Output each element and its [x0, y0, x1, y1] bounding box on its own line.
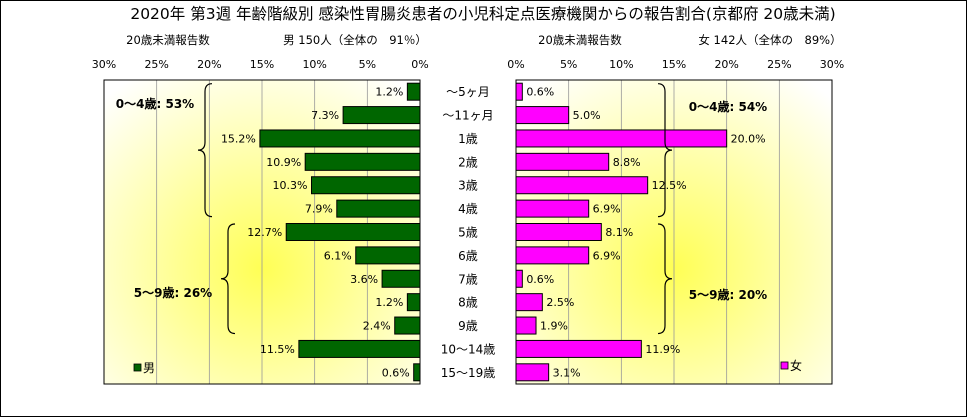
data-label-female: 20.0% — [731, 132, 766, 145]
bar-male — [381, 269, 421, 288]
category-label: 1歳 — [458, 132, 478, 146]
header-left-male-total: 男 150人（全体の 91％） — [283, 33, 427, 47]
bracket-left-5-9 — [220, 223, 236, 335]
category-label: ～11ヶ月 — [442, 109, 493, 123]
chart-title: 2020年 第3週 年齢階級別 感染性胃腸炎患者の小児科定点医療機関からの報告割… — [130, 5, 835, 23]
data-label-male: 1.2% — [375, 296, 403, 309]
bar-male — [336, 199, 421, 218]
bar-female — [515, 106, 570, 125]
bar-female — [515, 176, 649, 195]
data-label-female: 12.5% — [652, 179, 687, 192]
bar-male — [285, 223, 421, 241]
x-tick-label-left: 5% — [359, 58, 376, 71]
bar-female — [515, 152, 610, 171]
bar-male — [311, 176, 421, 195]
legend-swatch-female — [780, 361, 789, 370]
bar-female — [515, 246, 590, 265]
data-label-male: 6.1% — [324, 249, 352, 262]
bar-male — [406, 82, 421, 101]
legend-label-male: 男 — [143, 361, 155, 375]
data-label-female: 0.6% — [526, 86, 554, 99]
bar-male — [342, 106, 421, 125]
x-tick-label-right: 30% — [820, 58, 844, 71]
bar-female — [515, 199, 590, 218]
data-label-male: 3.6% — [350, 273, 378, 286]
data-label-male: 12.7% — [247, 226, 282, 239]
bar-male — [355, 246, 421, 265]
bar-female — [515, 363, 550, 382]
x-tick-label-left: 20% — [197, 58, 221, 71]
bar-female — [515, 339, 642, 358]
category-label: ～5ヶ月 — [446, 85, 490, 99]
bar-female — [515, 316, 537, 335]
x-tick-label-right: 5% — [560, 58, 577, 71]
category-label: 5歳 — [458, 226, 478, 240]
bar-male — [413, 363, 421, 382]
data-label-male: 7.3% — [311, 109, 339, 122]
x-tick-label-left: 10% — [302, 58, 326, 71]
category-label: 15～19歳 — [441, 366, 496, 380]
bar-female — [515, 82, 523, 101]
bar-male — [406, 293, 421, 312]
category-label: 7歳 — [458, 272, 478, 286]
legend-label-female: 女 — [790, 358, 802, 373]
bracket-label-right-5-9: 5～9歳: 20% — [689, 287, 767, 302]
bar-female — [515, 129, 728, 148]
bar-male — [259, 129, 421, 148]
category-label: 9歳 — [458, 319, 478, 333]
data-label-female: 6.9% — [593, 203, 621, 216]
data-label-female: 8.8% — [613, 156, 641, 169]
x-tick-label-left: 15% — [250, 58, 274, 71]
category-label: 6歳 — [458, 249, 478, 263]
bracket-label-left-0-4: 0～4歳: 53% — [116, 96, 194, 111]
header-left-count-label: 20歳未満報告数 — [126, 33, 210, 47]
category-label: 10～14歳 — [441, 342, 496, 356]
category-label: 2歳 — [458, 155, 478, 169]
data-label-female: 1.9% — [540, 320, 568, 333]
data-label-male: 2.4% — [363, 320, 391, 333]
data-label-male: 10.9% — [266, 156, 301, 169]
data-label-female: 8.1% — [605, 226, 633, 239]
x-tick-label-left: 0% — [411, 58, 428, 71]
x-tick-label-left: 25% — [144, 58, 168, 71]
data-label-male: 10.3% — [273, 179, 308, 192]
x-tick-label-right: 0% — [507, 58, 524, 71]
category-label: 3歳 — [458, 179, 478, 193]
bracket-label-left-5-9: 5～9歳: 26% — [134, 285, 212, 300]
category-label: 4歳 — [458, 202, 478, 216]
data-label-male: 7.9% — [305, 203, 333, 216]
bar-male — [394, 316, 421, 335]
category-label: 8歳 — [458, 296, 478, 310]
x-tick-label-right: 25% — [767, 58, 791, 71]
data-label-female: 0.6% — [526, 273, 554, 286]
header-right-count-label: 20歳未満報告数 — [538, 33, 622, 47]
legend-swatch-male — [133, 363, 142, 372]
bar-female — [515, 269, 523, 288]
bracket-right-0-4 — [657, 83, 673, 218]
header-right-female-total: 女 142人（全体の 89%） — [698, 33, 841, 47]
bar-male — [298, 339, 421, 358]
bar-female — [515, 223, 602, 241]
data-label-female: 6.9% — [593, 249, 621, 262]
x-tick-label-right: 15% — [662, 58, 686, 71]
x-tick-label-left: 30% — [92, 58, 116, 71]
bar-female — [515, 293, 543, 312]
data-label-female: 2.5% — [546, 296, 574, 309]
data-label-female: 11.9% — [645, 343, 680, 356]
x-tick-label-right: 20% — [714, 58, 738, 71]
bracket-label-right-0-4: 0～4歳: 54% — [689, 99, 767, 114]
data-label-male: 11.5% — [260, 343, 295, 356]
x-tick-label-right: 10% — [609, 58, 633, 71]
bracket-left-0-4 — [197, 83, 213, 218]
data-label-male: 1.2% — [375, 86, 403, 99]
bar-male — [304, 152, 421, 171]
data-label-female: 3.1% — [553, 366, 581, 379]
bracket-right-5-9 — [657, 223, 673, 335]
data-label-male: 15.2% — [221, 132, 256, 145]
data-label-female: 5.0% — [573, 109, 601, 122]
data-label-male: 0.6% — [382, 366, 410, 379]
